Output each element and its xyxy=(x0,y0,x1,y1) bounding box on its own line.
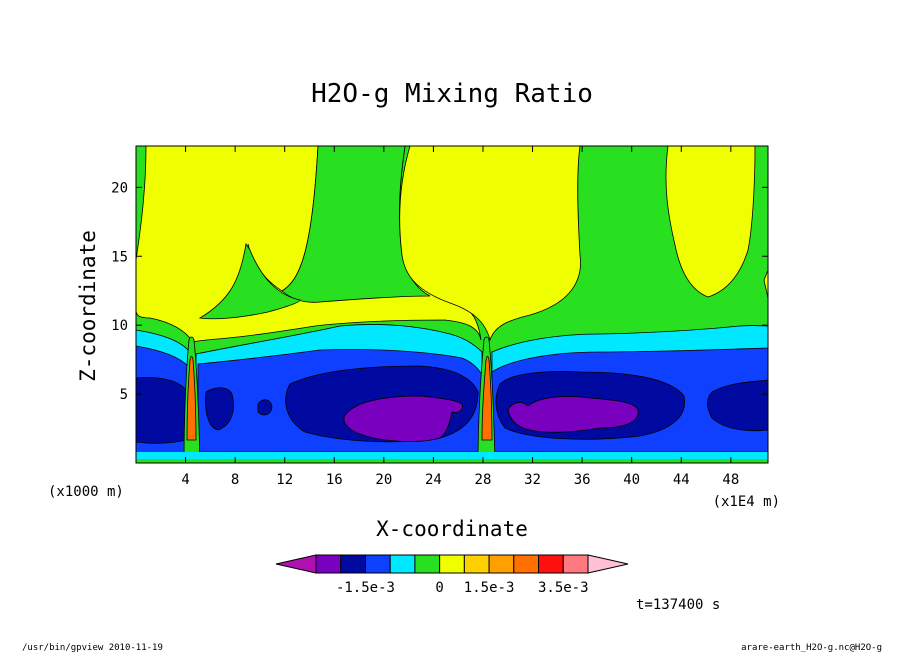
contour-field xyxy=(136,146,768,463)
colorbar-swatch-7 xyxy=(488,554,515,574)
x-tick-label-1: 8 xyxy=(231,472,239,488)
x-tick-label-5: 24 xyxy=(425,472,442,488)
colorbar-label-0: -1.5e-3 xyxy=(336,580,395,596)
x-axis-label: X-coordinate xyxy=(376,517,528,541)
colorbar-label-2: 1.5e-3 xyxy=(464,580,515,596)
x-unit-label-left: (x1000 m) xyxy=(48,484,124,500)
x-tick-label-3: 16 xyxy=(326,472,343,488)
contour-surface-cyan xyxy=(136,452,768,463)
colorbar-swatch-1 xyxy=(340,554,366,574)
colorbar-low-arrow xyxy=(275,554,317,574)
time-label: t=137400 s xyxy=(636,597,720,613)
contour-region-purple-left xyxy=(343,395,463,442)
colorbar-swatch-9 xyxy=(538,554,564,574)
x-tick-label-2: 12 xyxy=(276,472,293,488)
x-tick-label-8: 36 xyxy=(574,472,591,488)
contour-region-yellow-right xyxy=(665,146,768,301)
colorbar-swatch-5 xyxy=(439,554,465,574)
contour-region-green-inlet xyxy=(198,242,301,320)
footer-right: arare-earth_H2O-g.nc@H2O-g xyxy=(741,643,882,653)
colorbar-label-1: 0 xyxy=(435,580,443,596)
x-axis: 4 8 12 16 20 24 28 32 36 40 44 48 xyxy=(181,146,739,488)
colorbar-swatch-6 xyxy=(463,554,490,574)
colorbar-swatch-8 xyxy=(513,554,540,574)
y-axis-label: Z-coordinate xyxy=(76,230,100,382)
colorbar-labels: -1.5e-3 0 1.5e-3 3.5e-3 xyxy=(336,580,589,596)
colorbar xyxy=(275,554,629,574)
x-tick-label-7: 32 xyxy=(524,472,541,488)
chart-title: H2O-g Mixing Ratio xyxy=(311,79,593,109)
x-tick-label-11: 48 xyxy=(722,472,739,488)
contour-region-yellow-center xyxy=(399,146,581,342)
contour-plume-center-core xyxy=(481,355,493,441)
contour-region-purple-right xyxy=(507,396,639,433)
colorbar-swatch-0 xyxy=(315,554,342,574)
colorbar-swatch-2 xyxy=(364,554,391,574)
y-tick-label-3: 20 xyxy=(111,180,128,196)
contour-plume-left-core xyxy=(186,355,197,441)
y-axis: 5 10 15 20 xyxy=(111,180,768,403)
y-tick-label-1: 10 xyxy=(111,318,128,334)
x-tick-label-9: 40 xyxy=(623,472,640,488)
y-tick-label-2: 15 xyxy=(111,249,128,265)
x-tick-label-10: 44 xyxy=(673,472,690,488)
colorbar-swatch-4 xyxy=(414,554,441,574)
contour-surface-green xyxy=(136,459,768,463)
x-tick-label-0: 4 xyxy=(181,472,189,488)
x-tick-label-6: 28 xyxy=(475,472,492,488)
y-tick-label-0: 5 xyxy=(120,387,128,403)
plot-frame xyxy=(135,145,769,464)
x-tick-label-4: 20 xyxy=(375,472,392,488)
colorbar-label-3: 3.5e-3 xyxy=(538,580,589,596)
x-unit-label-right: (x1E4 m) xyxy=(713,494,780,510)
colorbar-swatch-10 xyxy=(562,554,589,574)
colorbar-swatch-3 xyxy=(389,554,416,574)
colorbar-high-arrow xyxy=(587,554,629,574)
footer-left: /usr/bin/gpview 2010-11-19 xyxy=(22,643,163,653)
